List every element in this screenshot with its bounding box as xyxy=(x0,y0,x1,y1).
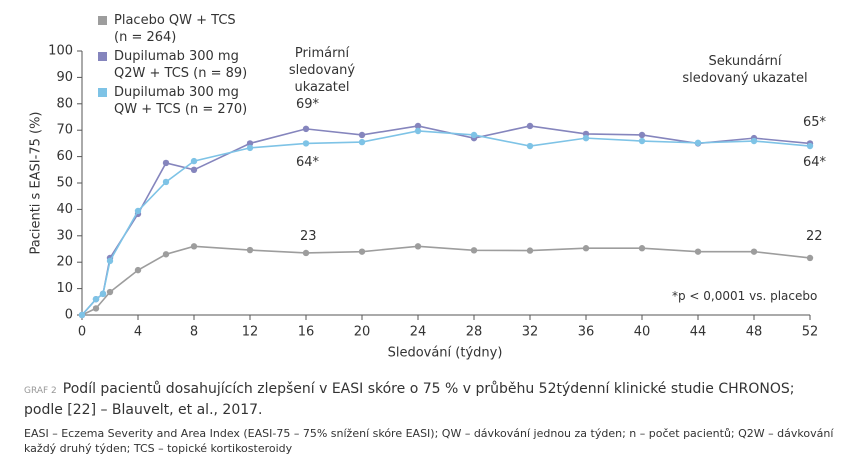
data-point xyxy=(750,137,758,145)
legend-swatch xyxy=(98,88,107,97)
annotation: 69* xyxy=(296,97,320,112)
x-tick-label: 36 xyxy=(578,325,595,340)
data-point xyxy=(414,122,422,130)
data-point xyxy=(526,247,534,254)
y-tick-label: 20 xyxy=(56,255,73,270)
y-tick-label: 80 xyxy=(56,96,73,111)
x-tick-label: 32 xyxy=(522,325,539,340)
data-point xyxy=(162,159,170,167)
data-point xyxy=(694,248,702,255)
x-tick-label: 20 xyxy=(354,325,371,340)
data-point xyxy=(246,144,254,152)
data-point xyxy=(526,142,534,150)
data-point xyxy=(302,125,310,133)
y-tick-label: 40 xyxy=(56,202,73,217)
data-point xyxy=(470,131,478,139)
data-point xyxy=(134,266,142,274)
data-point xyxy=(190,166,198,173)
data-point xyxy=(162,251,170,258)
x-tick-label: 8 xyxy=(190,325,198,340)
legend-label: Dupilumab 300 mg Q2W + TCS (n = 89) xyxy=(114,49,248,81)
legend-label: Placebo QW + TCS (n = 264) xyxy=(114,13,236,45)
y-tick-label: 60 xyxy=(56,149,73,164)
y-tick-label: 30 xyxy=(56,228,73,243)
data-point xyxy=(694,139,702,147)
data-point xyxy=(582,245,590,252)
data-point xyxy=(470,247,478,254)
legend: Placebo QW + TCS (n = 264) Dupilumab 300 … xyxy=(98,12,247,120)
caption-label: GRAF 2 xyxy=(24,386,57,396)
caption: GRAF 2 Podíl pacientů dosahujících zlepše… xyxy=(24,380,834,420)
data-point xyxy=(190,157,198,165)
data-point xyxy=(358,131,366,139)
x-tick-label: 28 xyxy=(466,325,483,340)
data-point xyxy=(358,248,366,255)
x-tick-label: 4 xyxy=(134,325,142,340)
data-point xyxy=(246,140,254,147)
y-tick-label: 0 xyxy=(65,308,73,323)
data-point xyxy=(106,288,114,296)
data-point xyxy=(414,127,422,135)
footnote: EASI – Eczema Severity and Area Index (E… xyxy=(24,427,834,455)
annotation: 22 xyxy=(806,229,823,244)
data-point xyxy=(358,138,366,146)
annotation: 64* xyxy=(803,155,827,170)
data-point xyxy=(92,305,100,312)
data-point xyxy=(78,311,86,319)
x-tick-label: 44 xyxy=(690,325,707,340)
data-point xyxy=(582,134,590,142)
data-point xyxy=(526,122,534,130)
y-tick-label: 100 xyxy=(48,44,73,59)
data-point xyxy=(638,131,646,139)
y-axis-title: Pacienti s EASI-75 (%) xyxy=(29,111,44,254)
legend-item: Dupilumab 300 mg Q2W + TCS (n = 89) xyxy=(98,48,247,82)
chart: Sledování (týdny) Pacienti s EASI-75 (%)… xyxy=(29,44,819,361)
y-tick-label: 90 xyxy=(56,70,73,85)
data-point xyxy=(190,243,198,250)
legend-swatch xyxy=(98,52,107,61)
x-axis-title: Sledování (týdny) xyxy=(388,346,503,361)
data-point xyxy=(806,142,814,150)
legend-item: Placebo QW + TCS (n = 264) xyxy=(98,12,247,46)
data-point xyxy=(806,254,814,262)
annotation: Primární sledovaný ukazatel xyxy=(288,46,356,95)
annotation: 64* xyxy=(296,155,320,170)
series-line xyxy=(81,130,811,316)
data-point xyxy=(638,137,646,145)
series-line xyxy=(81,125,811,316)
annotation: 65* xyxy=(803,115,827,130)
data-point xyxy=(99,290,107,298)
y-tick-label: 50 xyxy=(56,176,73,191)
x-tick-label: 48 xyxy=(746,325,763,340)
x-tick-label: 40 xyxy=(634,325,651,340)
x-tick-label: 16 xyxy=(298,325,315,340)
data-point xyxy=(302,140,310,147)
data-point xyxy=(414,243,422,250)
x-tick-label: 0 xyxy=(78,325,86,340)
data-point xyxy=(246,246,254,254)
data-point xyxy=(750,248,758,255)
data-point xyxy=(302,249,310,257)
annotation: 23 xyxy=(300,229,317,244)
x-tick-label: 12 xyxy=(242,325,259,340)
legend-item: Dupilumab 300 mg QW + TCS (n = 270) xyxy=(98,84,247,118)
data-point xyxy=(92,295,100,303)
caption-text: Podíl pacientů dosahujících zlepšení v E… xyxy=(24,381,795,418)
data-point xyxy=(638,245,646,252)
x-tick-label: 24 xyxy=(410,325,427,340)
x-tick-label: 52 xyxy=(802,325,819,340)
legend-swatch xyxy=(98,16,107,25)
data-point xyxy=(106,257,114,265)
annotation: Sekundární sledovaný ukazatel xyxy=(682,54,808,86)
annotation: *p < 0,0001 vs. placebo xyxy=(672,289,818,303)
y-tick-label: 10 xyxy=(56,281,73,296)
data-point xyxy=(134,207,142,215)
legend-label: Dupilumab 300 mg QW + TCS (n = 270) xyxy=(114,85,248,117)
data-point xyxy=(162,178,170,186)
y-tick-label: 70 xyxy=(56,123,73,138)
